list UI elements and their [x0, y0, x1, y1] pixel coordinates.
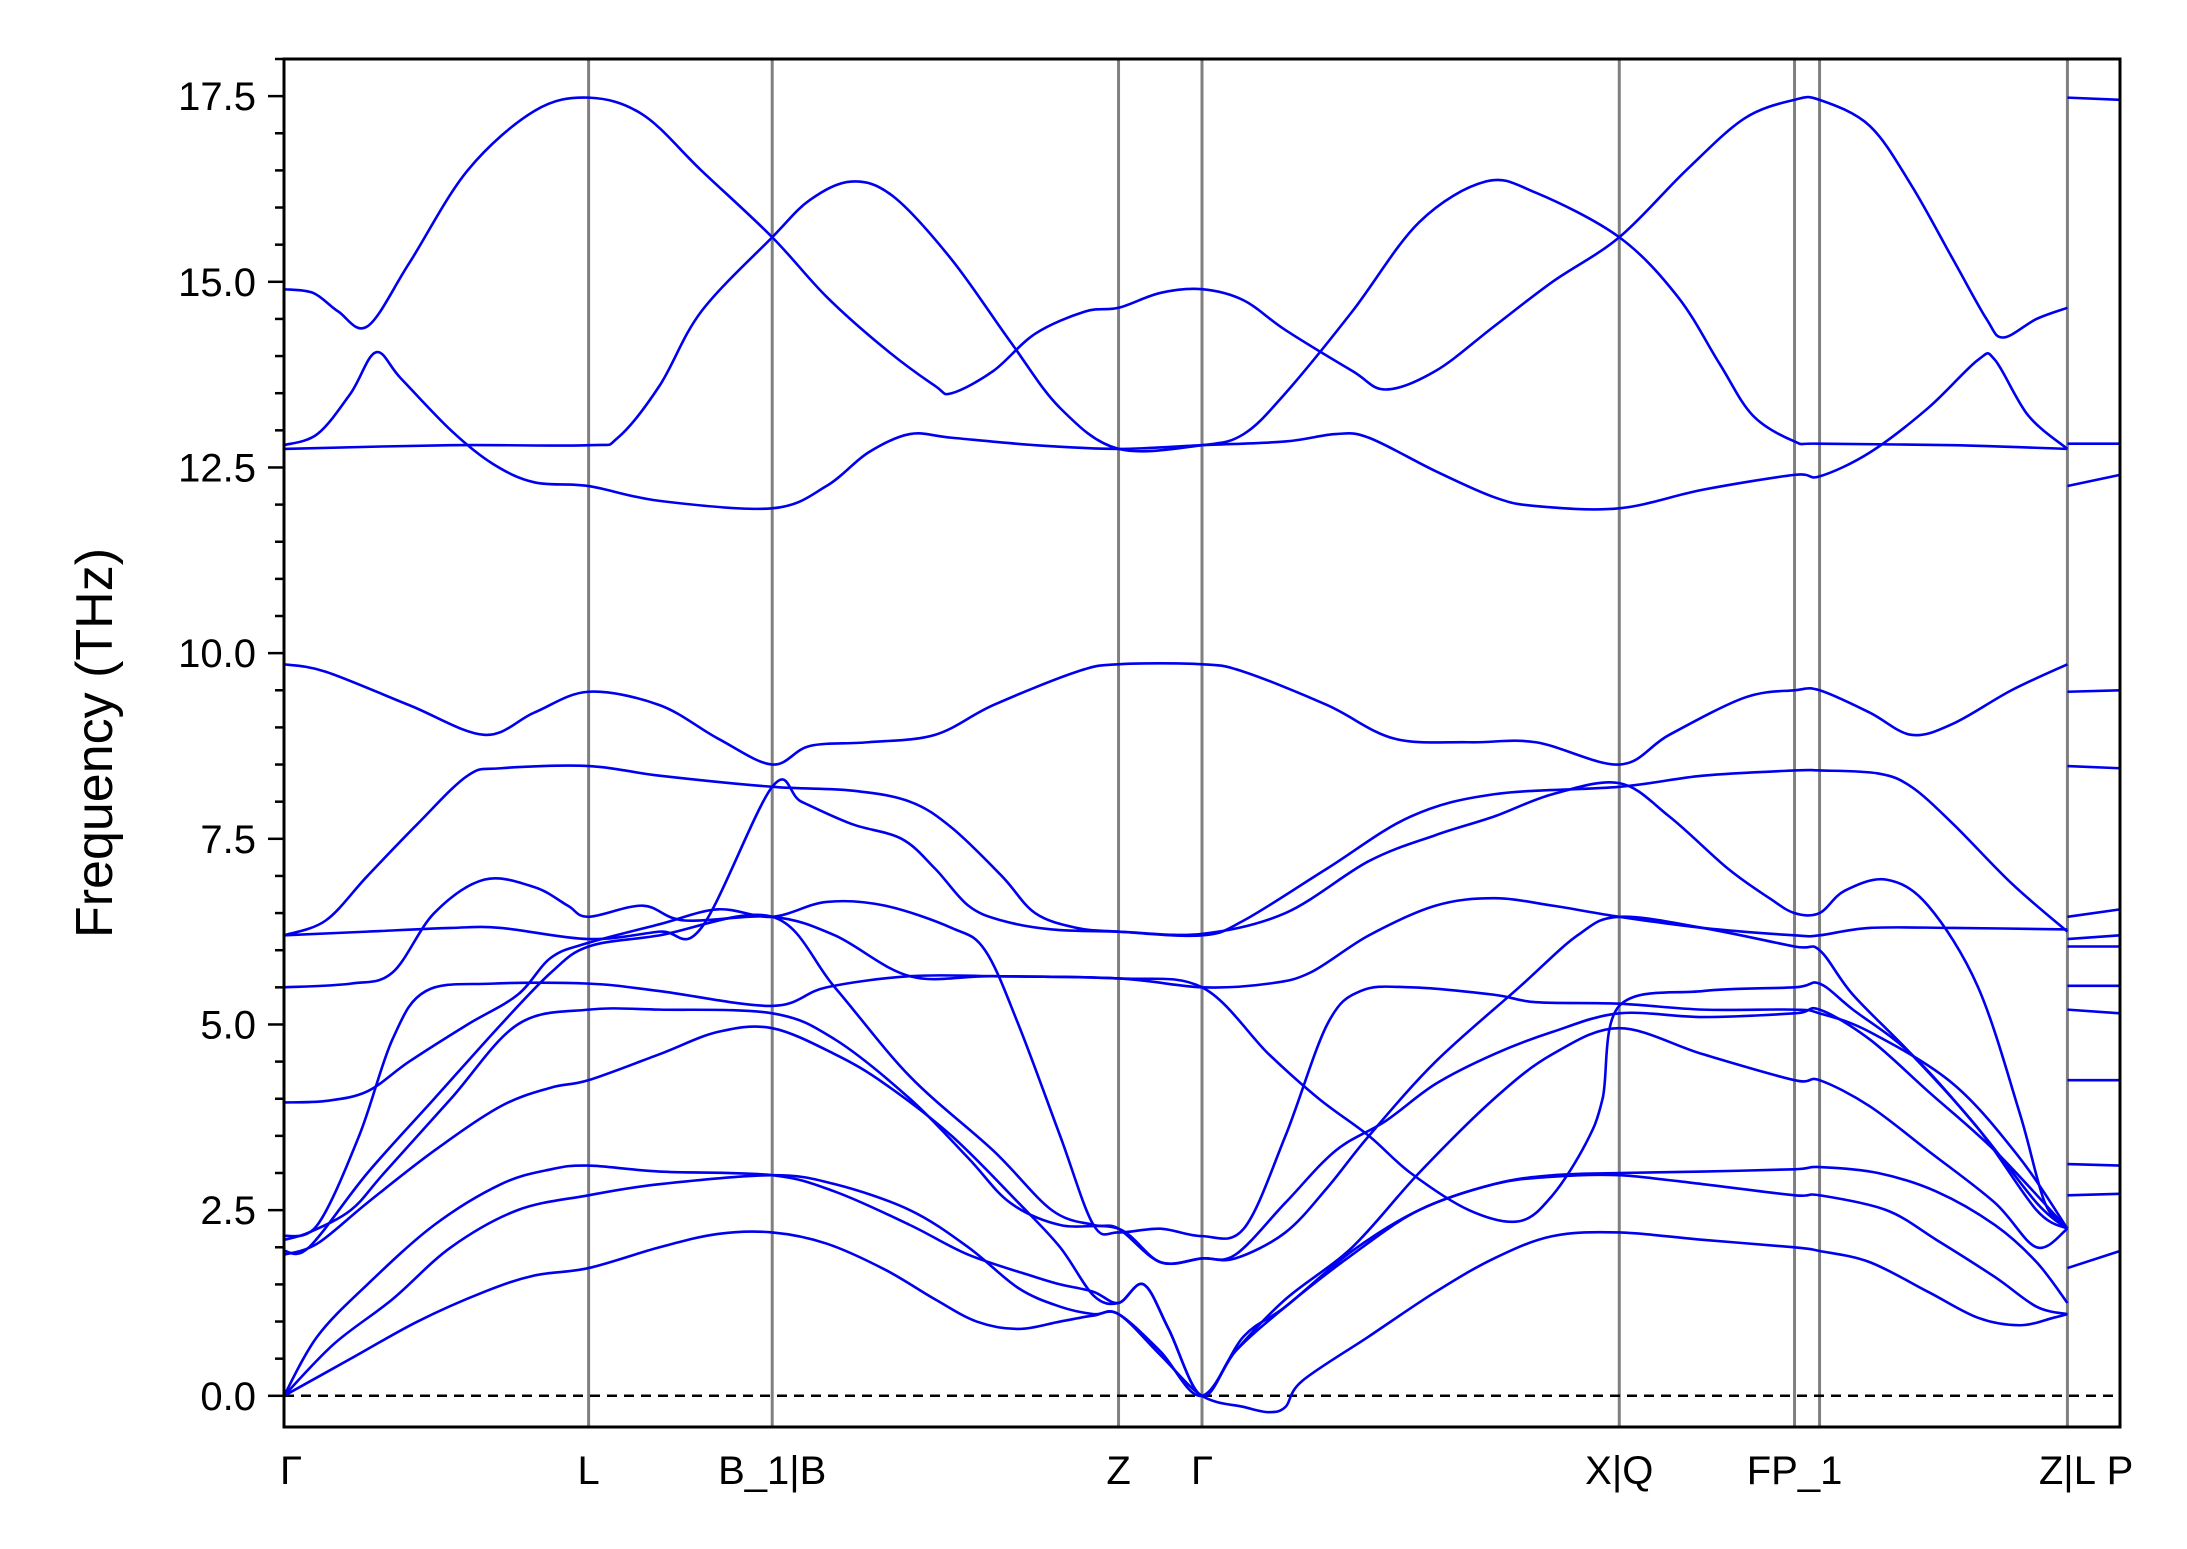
- band-line-8: [283, 899, 2069, 1240]
- x-tick-label: Γ: [280, 1449, 302, 1493]
- band-line-16: [2067, 96, 2121, 102]
- band-line-27: [2067, 1162, 2121, 1167]
- band-line-4: [283, 662, 2068, 766]
- x-tick-label: Z: [1106, 1449, 1130, 1493]
- band-line-5: [283, 764, 2069, 938]
- band-line-20: [2067, 764, 2121, 770]
- x-tick-label: Z|L: [2039, 1449, 2096, 1493]
- phonon-bands: [282, 95, 2121, 1414]
- y-tick-label: 15.0: [178, 261, 256, 305]
- y-tick-label: 5.0: [200, 1003, 256, 1047]
- y-tick-label: 12.5: [178, 446, 256, 490]
- band-line-12: [283, 1025, 2069, 1398]
- y-tick-label: 10.0: [178, 632, 256, 676]
- band-line-13: [282, 1164, 2069, 1398]
- band-line-14: [283, 1173, 2068, 1398]
- x-axis-ticks: Γ L B_1|B Z Γ X|Q FP_1 Z|L P: [280, 1449, 2133, 1493]
- y-tick-label: 7.5: [200, 818, 256, 862]
- band-line-25: [2067, 1008, 2121, 1015]
- band-line-15: [283, 1230, 2068, 1414]
- x-tick-label: Γ: [1191, 1449, 1213, 1493]
- band-line-6: [283, 778, 2069, 1230]
- band-line-29: [2067, 1249, 2121, 1270]
- kpoint-separators: [587, 59, 2069, 1427]
- x-tick-label: P: [2107, 1449, 2134, 1493]
- band-line-22: [2067, 934, 2121, 941]
- y-axis-label: Frequency (THz): [66, 548, 124, 938]
- x-tick-label: X|Q: [1585, 1449, 1653, 1493]
- band-line-10: [283, 913, 2069, 1266]
- y-tick-label: 17.5: [178, 75, 256, 119]
- y-tick-label: 2.5: [200, 1189, 256, 1233]
- band-line-3: [283, 178, 2068, 453]
- band-line-2: [283, 350, 2069, 511]
- y-axis-ticks: 0.0 2.5 5.0 7.5 10.0 12.5 15.0 17.5: [178, 57, 284, 1419]
- x-tick-label: L: [577, 1449, 599, 1493]
- y-tick-label: 0.0: [200, 1375, 256, 1419]
- band-line-9: [283, 973, 2069, 1238]
- plot-frame: [282, 57, 2122, 1429]
- band-line-21: [2067, 908, 2121, 919]
- band-line-1: [283, 95, 2068, 396]
- band-line-19: [2067, 688, 2121, 694]
- band-line-18: [2067, 473, 2121, 488]
- x-tick-label: B_1|B: [718, 1449, 826, 1493]
- x-tick-label: FP_1: [1747, 1449, 1843, 1493]
- band-line-28: [2067, 1192, 2121, 1197]
- band-line-11: [283, 1006, 2069, 1266]
